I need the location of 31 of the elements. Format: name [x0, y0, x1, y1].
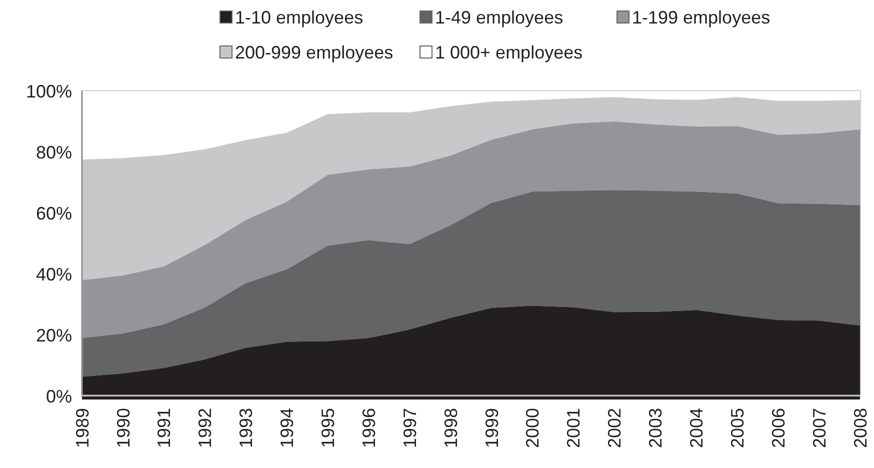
y-tick-label: 100%	[26, 81, 72, 102]
x-tick-label: 1999	[482, 408, 502, 448]
x-tick-label: 1991	[154, 408, 174, 448]
legend-label: 1-199 employees	[632, 7, 770, 28]
x-tick-label: 1992	[195, 408, 216, 448]
x-tick-label: 2000	[522, 408, 543, 448]
x-tick-label: 1994	[277, 408, 298, 448]
x-tick-label: 2002	[604, 408, 625, 448]
y-tick-label: 0%	[46, 386, 72, 406]
legend-label: 1-10 employees	[235, 7, 364, 28]
x-tick-label: 1996	[358, 408, 379, 448]
x-tick-label: 1995	[318, 408, 338, 448]
x-tick-label: 1990	[113, 408, 134, 448]
y-tick-label: 40%	[36, 264, 72, 284]
y-tick-label: 80%	[36, 142, 72, 162]
x-tick-label: 2006	[768, 408, 788, 448]
legend-label: 200-999 employees	[235, 42, 394, 62]
x-tick-label: 1993	[236, 408, 256, 448]
x-tick-label: 1998	[440, 408, 461, 448]
x-tick-label: 2001	[564, 408, 584, 448]
y-tick-label: 20%	[36, 325, 72, 346]
x-tick-label: 2005	[727, 408, 748, 448]
x-tick-label: 1997	[400, 408, 420, 448]
legend-label: 1 000+ employees	[435, 42, 583, 62]
x-tick-label: 2003	[646, 408, 666, 448]
x-tick-label: 2007	[809, 408, 830, 448]
x-tick-label: 1989	[72, 408, 92, 448]
legend-label: 1-49 employees	[435, 7, 564, 28]
x-tick-label: 2004	[686, 408, 707, 448]
y-tick-label: 60%	[36, 203, 72, 224]
x-tick-label: 2008	[850, 408, 870, 448]
